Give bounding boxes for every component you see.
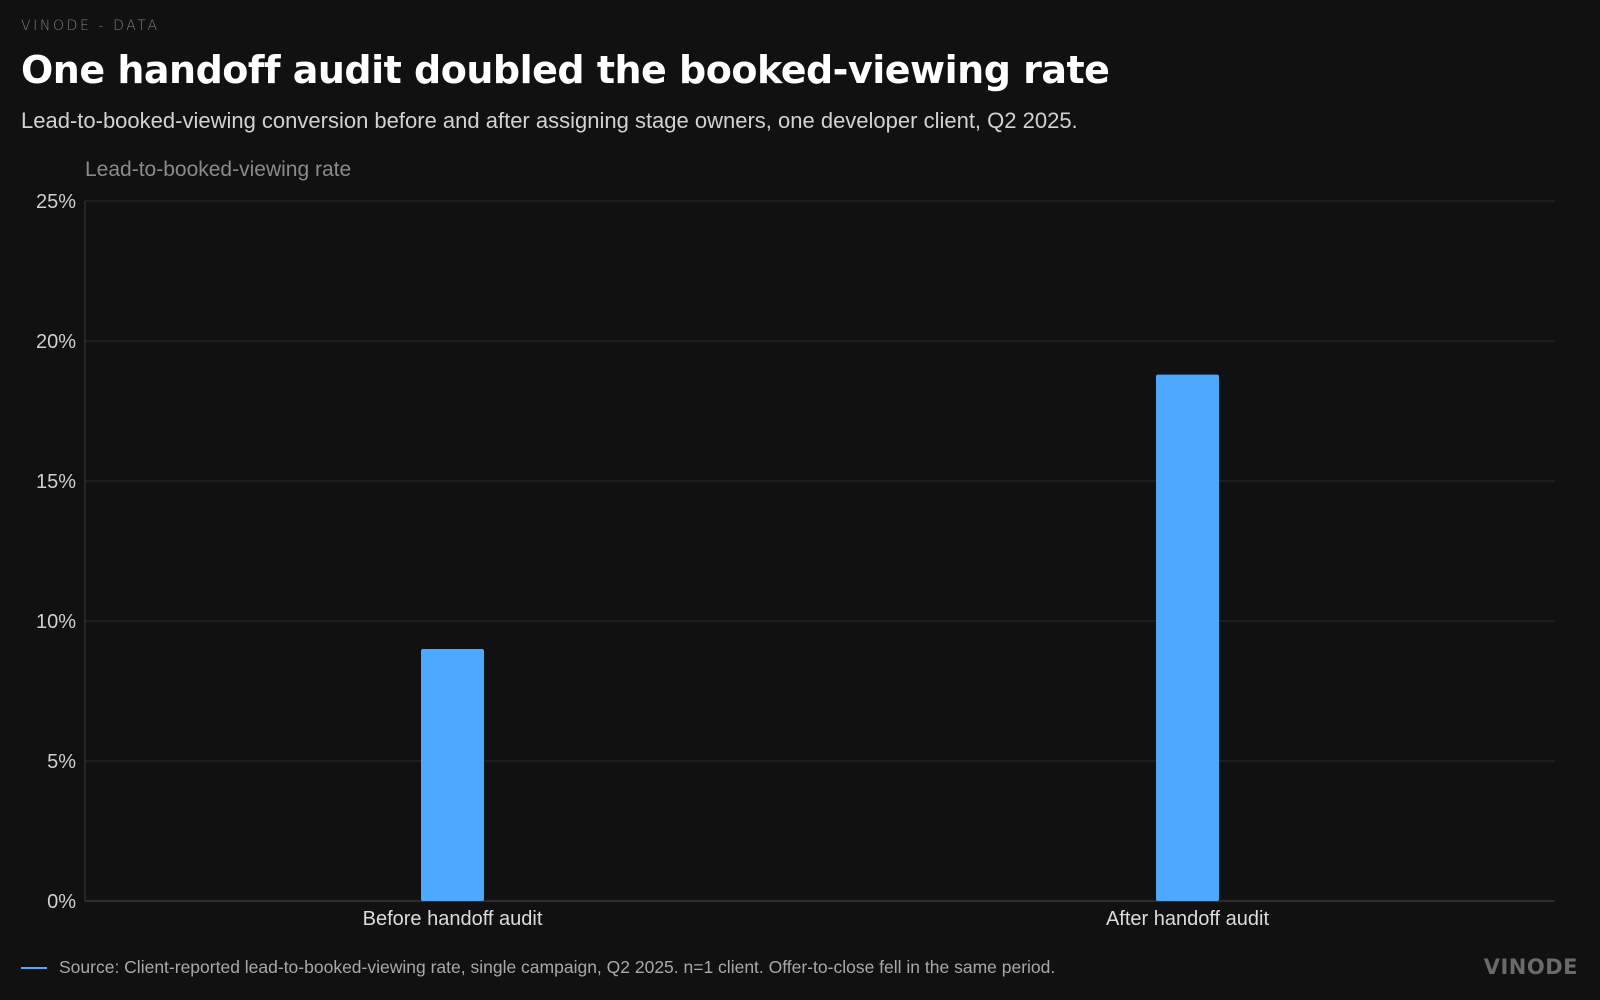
chart-subtitle: Lead-to-booked-viewing conversion before… <box>21 108 1078 133</box>
x-tick-label: Before handoff audit <box>363 908 543 930</box>
y-tick-label: 15% <box>36 471 76 493</box>
source-text: Source: Client-reported lead-to-booked-v… <box>59 957 1056 977</box>
source-rule <box>21 966 47 969</box>
x-tick-label: After handoff audit <box>1106 908 1270 930</box>
y-tick-label: 10% <box>36 611 76 633</box>
brand-logo: VINODE <box>1483 955 1578 979</box>
bar-chart: Lead-to-booked-viewing rate 0% 5% 10% 15% 20%… <box>36 158 1555 930</box>
y-axis-label: Lead-to-booked-viewing rate <box>85 158 351 181</box>
bar <box>1156 374 1219 902</box>
bar <box>421 649 484 901</box>
eyebrow-label: VINODE - DATA <box>21 18 160 34</box>
y-tick-label: 20% <box>36 331 76 353</box>
chart-title: One handoff audit doubled the booked-vie… <box>21 48 1110 92</box>
y-tick-label: 5% <box>47 751 76 773</box>
source-note: Source: Client-reported lead-to-booked-v… <box>21 957 1055 978</box>
y-tick-label: 25% <box>36 191 76 213</box>
y-tick-label: 0% <box>47 891 76 913</box>
